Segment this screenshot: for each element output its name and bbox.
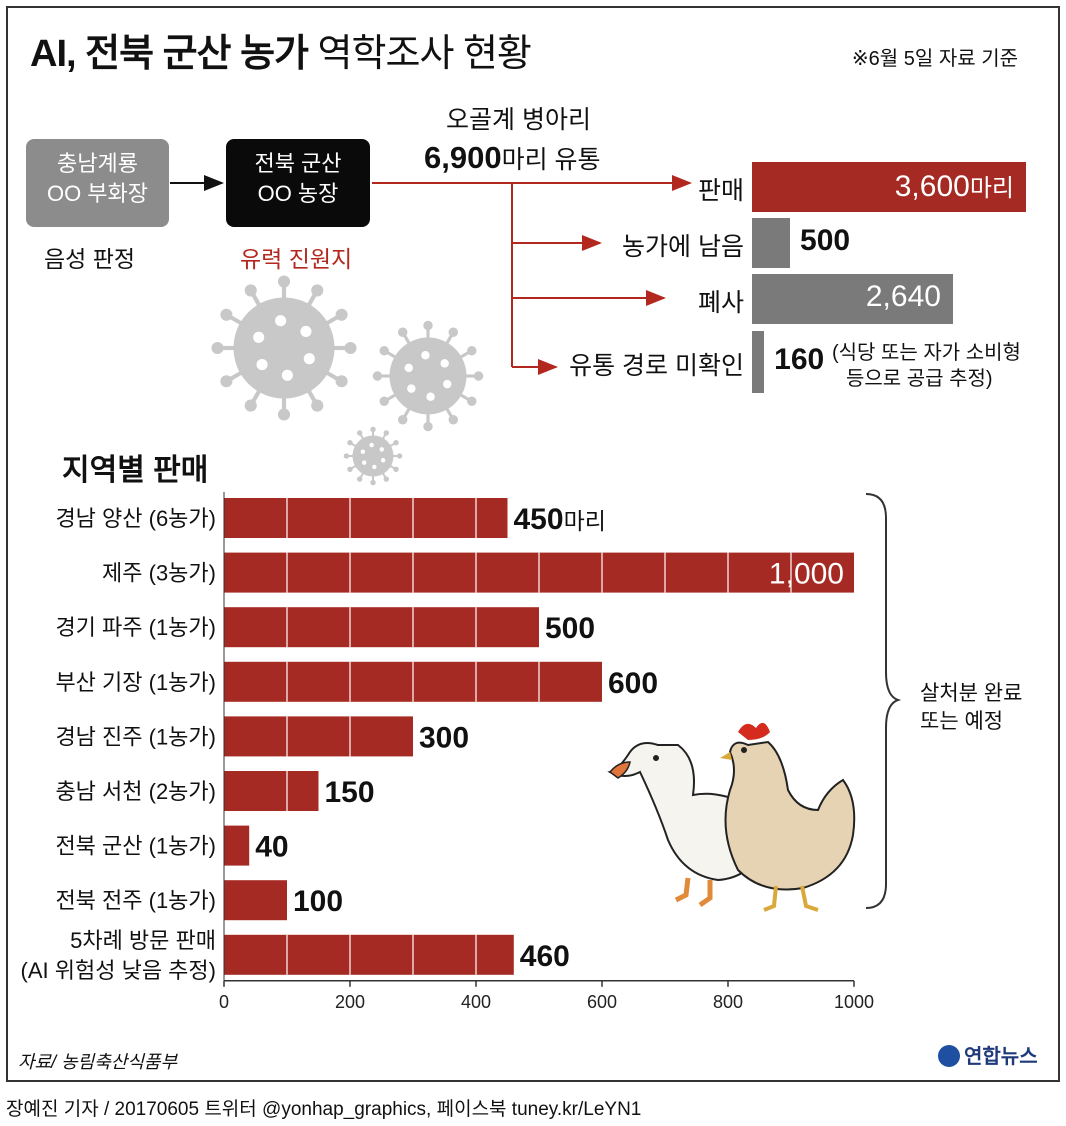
duck-and-chicken-illustration [607,722,856,912]
farm-line2: OO 농장 [257,181,339,206]
x-tick-label-0: 0 [219,992,229,1012]
category-label-8: 5차례 방문 판매 [70,928,216,953]
value-label-6: 40 [255,831,288,864]
distribution-bar-1 [752,218,791,268]
distribution-bar-0 [752,162,1026,212]
distribution-label-2: 폐사 [697,289,744,317]
value-label-1: 1,000 [769,558,844,591]
flow-head-unit: 마리 유통 [501,146,601,174]
yonhap-logo: 연합뉴스 [938,1040,1038,1069]
logo-mark-icon [938,1045,960,1067]
credit-line: 장예진 기자 / 20170605 트위터 @yonhap_graphics, … [6,1099,642,1120]
virus-icon-1 [372,320,484,432]
page-title: AI, 전북 군산 농가 역학조사 현황 [30,33,532,75]
value-label-2: 500 [545,612,595,645]
value-label-0: 450마리 [514,503,606,536]
bar-5 [224,771,319,811]
bar-0 [224,498,508,538]
distribution-value-3: 160 [774,343,825,376]
hatchery-line2: OO 부화장 [46,181,149,206]
value-label-3: 600 [608,667,658,700]
value-label-5: 150 [325,776,375,809]
duck-icon [607,742,767,908]
distribution-note-line2: 등으로 공급 추정) [846,368,993,390]
distribution-label-0: 판매 [697,177,744,205]
distribution-label-1: 농가에 남음 [622,233,744,261]
bar-4 [224,716,413,757]
distribution-bar-2 [752,274,953,324]
category-label-1: 제주 (3농가) [102,561,216,586]
value-label-4: 300 [419,721,469,754]
value-label-7: 100 [293,885,343,918]
category-label-5: 충남 서천 (2농가) [55,779,216,804]
bar-6 [224,825,250,866]
hatchery-line1: 충남계룡 [57,151,138,176]
chicken-icon [720,722,856,912]
bar-2 [224,607,539,648]
flow-head-line1: 오골계 병아리 [446,106,591,134]
category-label-6: 전북 군산 (1농가) [55,834,216,859]
distribution-value-2: 2,640 [865,280,941,313]
distribution-arrows [372,175,692,375]
distribution-note: (식당 또는 자가 소비형 등으로 공급 추정) [832,340,1021,392]
category-label-7: 전북 전주 (1농가) [55,888,216,913]
frame [6,6,1060,1082]
brace-note-line2: 또는 예정 [920,710,1004,733]
category-label-8: (AI 위험성 낮음 추정) [21,958,216,983]
x-tick-label-3: 600 [587,992,617,1012]
x-tick-label-5: 1000 [834,992,874,1012]
section-title: 지역별 판매 [62,454,209,487]
category-label-3: 부산 기장 (1농가) [55,670,216,695]
distribution-value-0: 3,600마리 [894,170,1014,203]
distribution-bar-3 [752,331,765,393]
farm-line1: 전북 군산 [254,151,342,176]
brace-note-line1: 살처분 완료 [920,682,1023,705]
bar-8 [224,934,514,975]
source-note: 자료/ 농림축산식품부 [18,1052,178,1072]
bar-7 [224,880,287,921]
hatchery-box: 충남계룡 OO 부화장 [26,139,169,227]
hatchery-caption: 음성 판정 [44,246,136,272]
x-tick-label-2: 400 [461,992,491,1012]
brace-icon [865,493,902,909]
virus-icon-0 [211,275,357,421]
brace-note: 살처분 완료 또는 예정 [920,680,1022,736]
category-label-2: 경기 파주 (1농가) [55,615,216,640]
distribution-note-line1: (식당 또는 자가 소비형 [832,342,1021,364]
category-label-0: 경남 양산 (6농가) [55,506,216,531]
x-tick-label-4: 800 [713,992,743,1012]
farm-caption: 유력 진원지 [240,246,353,272]
value-label-8: 460 [520,940,570,973]
distribution-label-3: 유통 경로 미확인 [569,352,744,380]
virus-icons [211,275,484,486]
flow-head-line2: 6,900마리 유통 [424,140,601,176]
date-note: ※6월 5일 자료 기준 [851,48,1018,70]
virus-icon-2 [343,426,403,486]
flow-head-num: 6,900 [424,140,502,175]
farm-box: 전북 군산 OO 농장 [226,139,370,227]
x-tick-label-1: 200 [335,992,365,1012]
category-label-4: 경남 진주 (1농가) [55,724,216,749]
distribution-value-1: 500 [800,224,851,257]
